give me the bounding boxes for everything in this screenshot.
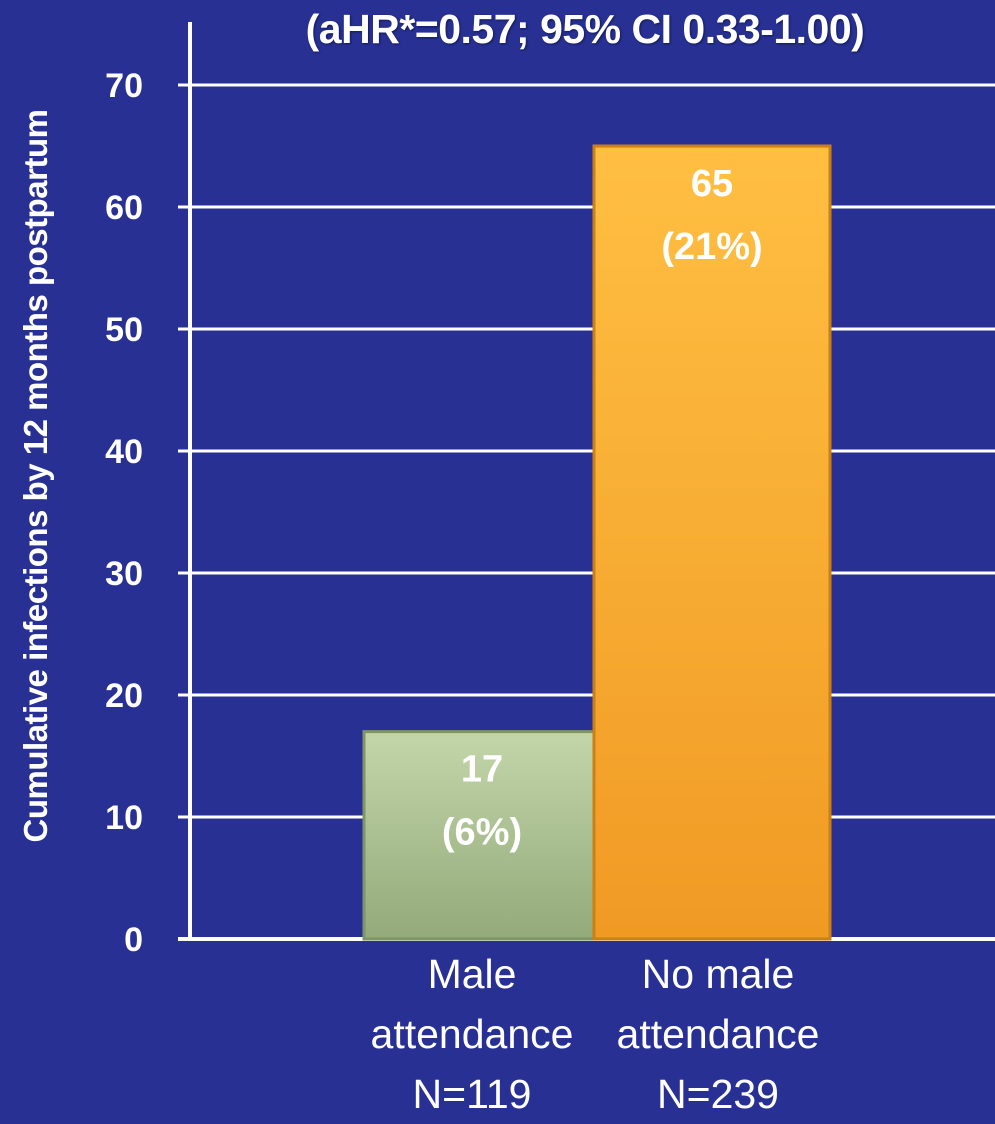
category-label-0: Male attendance N=119: [352, 944, 592, 1124]
y-tick-label: 0: [124, 921, 143, 959]
y-tick-label: 20: [105, 677, 143, 715]
y-tick-label: 30: [105, 555, 143, 593]
y-tick-label: 40: [105, 433, 143, 471]
category-label-line: No male: [641, 951, 795, 997]
y-tick-label: 70: [105, 67, 143, 105]
category-label-line: N=119: [412, 1071, 532, 1117]
chart-subtitle: (aHR*=0.57; 95% CI 0.33-1.00): [305, 6, 865, 52]
y-tick-label: 10: [105, 799, 143, 837]
data-label-count-1: 65: [691, 163, 733, 205]
y-tick-label: 60: [105, 189, 143, 227]
data-label-count-0: 17: [461, 749, 503, 791]
bar-0: [362, 730, 602, 941]
data-label-pct-0: (6%): [442, 812, 522, 854]
category-label-line: attendance: [616, 1011, 820, 1057]
category-label-1: No male attendance N=239: [598, 944, 838, 1124]
data-label-pct-1: (21%): [661, 226, 762, 268]
category-label-line: attendance: [370, 1011, 574, 1057]
category-label-line: Male: [427, 951, 517, 997]
y-tick-label: 50: [105, 311, 143, 349]
bar-1: [592, 144, 832, 941]
category-label-line: N=239: [657, 1071, 779, 1117]
